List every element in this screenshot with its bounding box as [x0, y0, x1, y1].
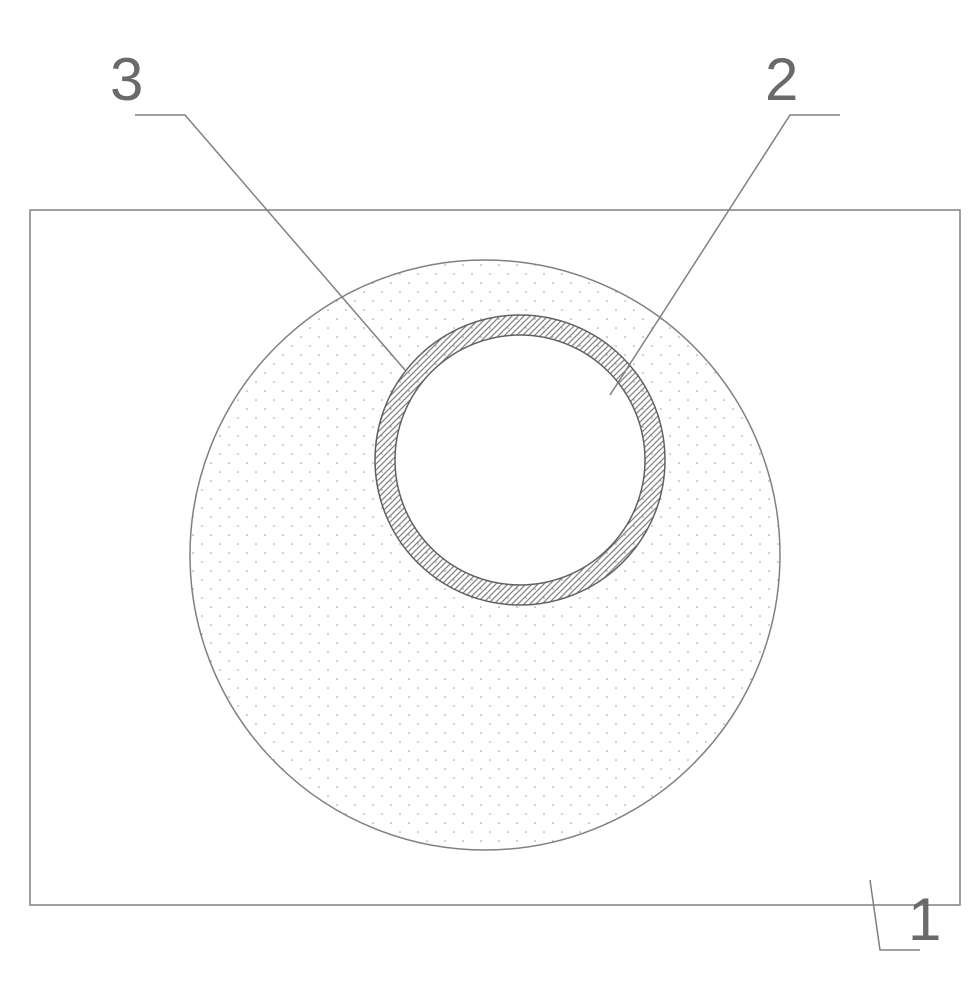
- diagram-container: 1 2 3: [0, 0, 977, 1000]
- label-1: 1: [908, 885, 941, 954]
- hatched-ring: [375, 315, 665, 605]
- diagram-svg: [0, 0, 977, 1000]
- label-3: 3: [110, 45, 143, 114]
- label-2: 2: [765, 45, 798, 114]
